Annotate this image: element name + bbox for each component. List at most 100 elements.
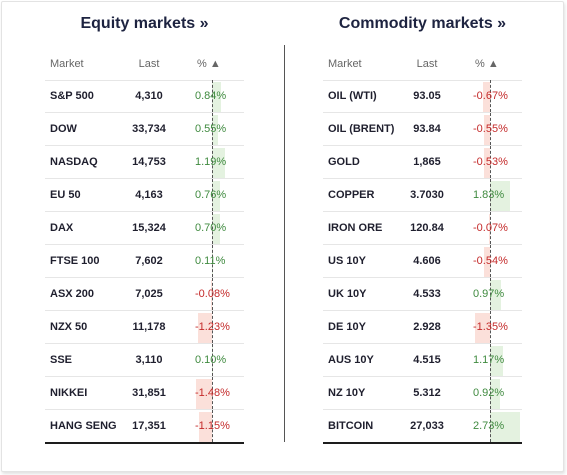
- table-row[interactable]: OIL (WTI) 93.05 -0.67%: [323, 80, 522, 113]
- panel-divider: [284, 45, 285, 442]
- zero-line: [490, 113, 491, 145]
- change-bar: [212, 181, 221, 211]
- zero-line: [212, 278, 213, 310]
- market-name: BITCOIN: [328, 420, 374, 432]
- change-bar: [212, 148, 226, 178]
- table-row[interactable]: BITCOIN 27,033 2.73%: [323, 410, 522, 444]
- equity-title-link[interactable]: Equity markets »: [80, 15, 209, 32]
- market-name: GOLD: [328, 156, 360, 168]
- pct-change: -0.08%: [195, 288, 230, 300]
- last-value: 15,324: [132, 222, 166, 234]
- last-value: 1,865: [413, 156, 441, 168]
- market-name: IRON ORE: [328, 222, 383, 234]
- last-value: 4,310: [135, 90, 163, 102]
- change-bar: [483, 115, 490, 145]
- last-value: 3,110: [135, 354, 163, 366]
- market-name: HANG SENG: [50, 420, 117, 432]
- table-row[interactable]: OIL (BRENT) 93.84 -0.55%: [323, 113, 522, 146]
- commodity-title-link[interactable]: Commodity markets »: [338, 15, 507, 32]
- table-row[interactable]: COPPER 3.7030 1.83%: [323, 179, 522, 212]
- market-name: AUS 10Y: [328, 354, 374, 366]
- pct-change: 0.55%: [195, 123, 227, 135]
- table-row[interactable]: UK 10Y 4.533 0.97%: [323, 278, 522, 311]
- table-row[interactable]: IRON ORE 120.84 -0.07%: [323, 212, 522, 245]
- table-row[interactable]: DE 10Y 2.928 -1.35%: [323, 311, 522, 344]
- table-row[interactable]: ASX 200 7,025 -0.08%: [45, 278, 244, 311]
- zero-line: [490, 377, 491, 409]
- table-row[interactable]: DAX 15,324 0.70%: [45, 212, 244, 245]
- market-name: NZX 50: [50, 321, 88, 333]
- pct-change: -1.35%: [473, 321, 508, 333]
- table-row[interactable]: SSE 3,110 0.10%: [45, 344, 244, 377]
- change-bar: [211, 280, 212, 310]
- market-name: COPPER: [328, 189, 375, 201]
- change-bar: [212, 82, 222, 112]
- header-pct-sort[interactable]: % ▲: [197, 58, 221, 70]
- change-bar: [198, 313, 212, 343]
- market-name: DE 10Y: [328, 321, 366, 333]
- pct-change: 0.10%: [195, 354, 227, 366]
- equity-rows: S&P 500 4,310 0.84% DOW 33,734 0.55% NASDAQ 14,…: [45, 80, 244, 444]
- table-row[interactable]: NZ 10Y 5.312 0.92%: [323, 377, 522, 410]
- last-value: 4.533: [413, 288, 441, 300]
- pct-change: 2.73%: [473, 420, 505, 432]
- last-value: 5.312: [413, 387, 441, 399]
- table-row[interactable]: NASDAQ 14,753 1.19%: [45, 146, 244, 179]
- zero-line: [212, 179, 213, 211]
- equity-table-header: Market Last % ▲: [45, 49, 244, 81]
- pct-change: -0.55%: [473, 123, 508, 135]
- header-last: Last: [416, 58, 438, 70]
- table-row[interactable]: NIKKEI 31,851 -1.48%: [45, 377, 244, 410]
- table-row[interactable]: DOW 33,734 0.55%: [45, 113, 244, 146]
- pct-change: -0.53%: [473, 156, 508, 168]
- change-bar: [482, 82, 490, 112]
- pct-change: 1.83%: [473, 189, 505, 201]
- change-bar: [489, 214, 490, 244]
- zero-line: [490, 410, 491, 442]
- table-row[interactable]: US 10Y 4.606 -0.54%: [323, 245, 522, 278]
- pct-change: -0.07%: [473, 222, 508, 234]
- last-value: 93.05: [413, 90, 441, 102]
- last-value: 4,163: [135, 189, 163, 201]
- zero-line: [212, 311, 213, 343]
- pct-change: -0.54%: [473, 255, 508, 267]
- table-row[interactable]: S&P 500 4,310 0.84%: [45, 80, 244, 113]
- table-row[interactable]: FTSE 100 7,602 0.11%: [45, 245, 244, 278]
- change-bar: [490, 346, 503, 376]
- zero-line: [212, 410, 213, 442]
- zero-line: [490, 80, 491, 112]
- table-row[interactable]: NZX 50 11,178 -1.23%: [45, 311, 244, 344]
- last-value: 7,025: [135, 288, 163, 300]
- table-row[interactable]: GOLD 1,865 -0.53%: [323, 146, 522, 179]
- last-value: 2.928: [413, 321, 441, 333]
- table-row[interactable]: AUS 10Y 4.515 1.17%: [323, 344, 522, 377]
- last-value: 93.84: [413, 123, 441, 135]
- zero-line: [212, 212, 213, 244]
- market-name: NASDAQ: [50, 156, 98, 168]
- change-bar: [484, 148, 490, 178]
- table-row[interactable]: HANG SENG 17,351 -1.15%: [45, 410, 244, 444]
- market-name: OIL (BRENT): [328, 123, 395, 135]
- market-name: EU 50: [50, 189, 81, 201]
- market-name: UK 10Y: [328, 288, 367, 300]
- last-value: 27,033: [410, 420, 444, 432]
- change-bar: [475, 313, 490, 343]
- change-bar: [490, 280, 501, 310]
- zero-line: [212, 146, 213, 178]
- market-name: NZ 10Y: [328, 387, 366, 399]
- change-bar: [490, 412, 521, 442]
- pct-change: 0.70%: [195, 222, 227, 234]
- last-value: 120.84: [410, 222, 444, 234]
- change-bar: [212, 214, 220, 244]
- header-pct-sort[interactable]: % ▲: [475, 58, 499, 70]
- pct-change: -1.23%: [195, 321, 230, 333]
- last-value: 31,851: [132, 387, 166, 399]
- zero-line: [490, 344, 491, 376]
- change-bar: [490, 181, 511, 211]
- table-row[interactable]: EU 50 4,163 0.76%: [45, 179, 244, 212]
- last-value: 7,602: [135, 255, 163, 267]
- zero-line: [490, 311, 491, 343]
- zero-line: [490, 212, 491, 244]
- change-bar: [195, 379, 212, 409]
